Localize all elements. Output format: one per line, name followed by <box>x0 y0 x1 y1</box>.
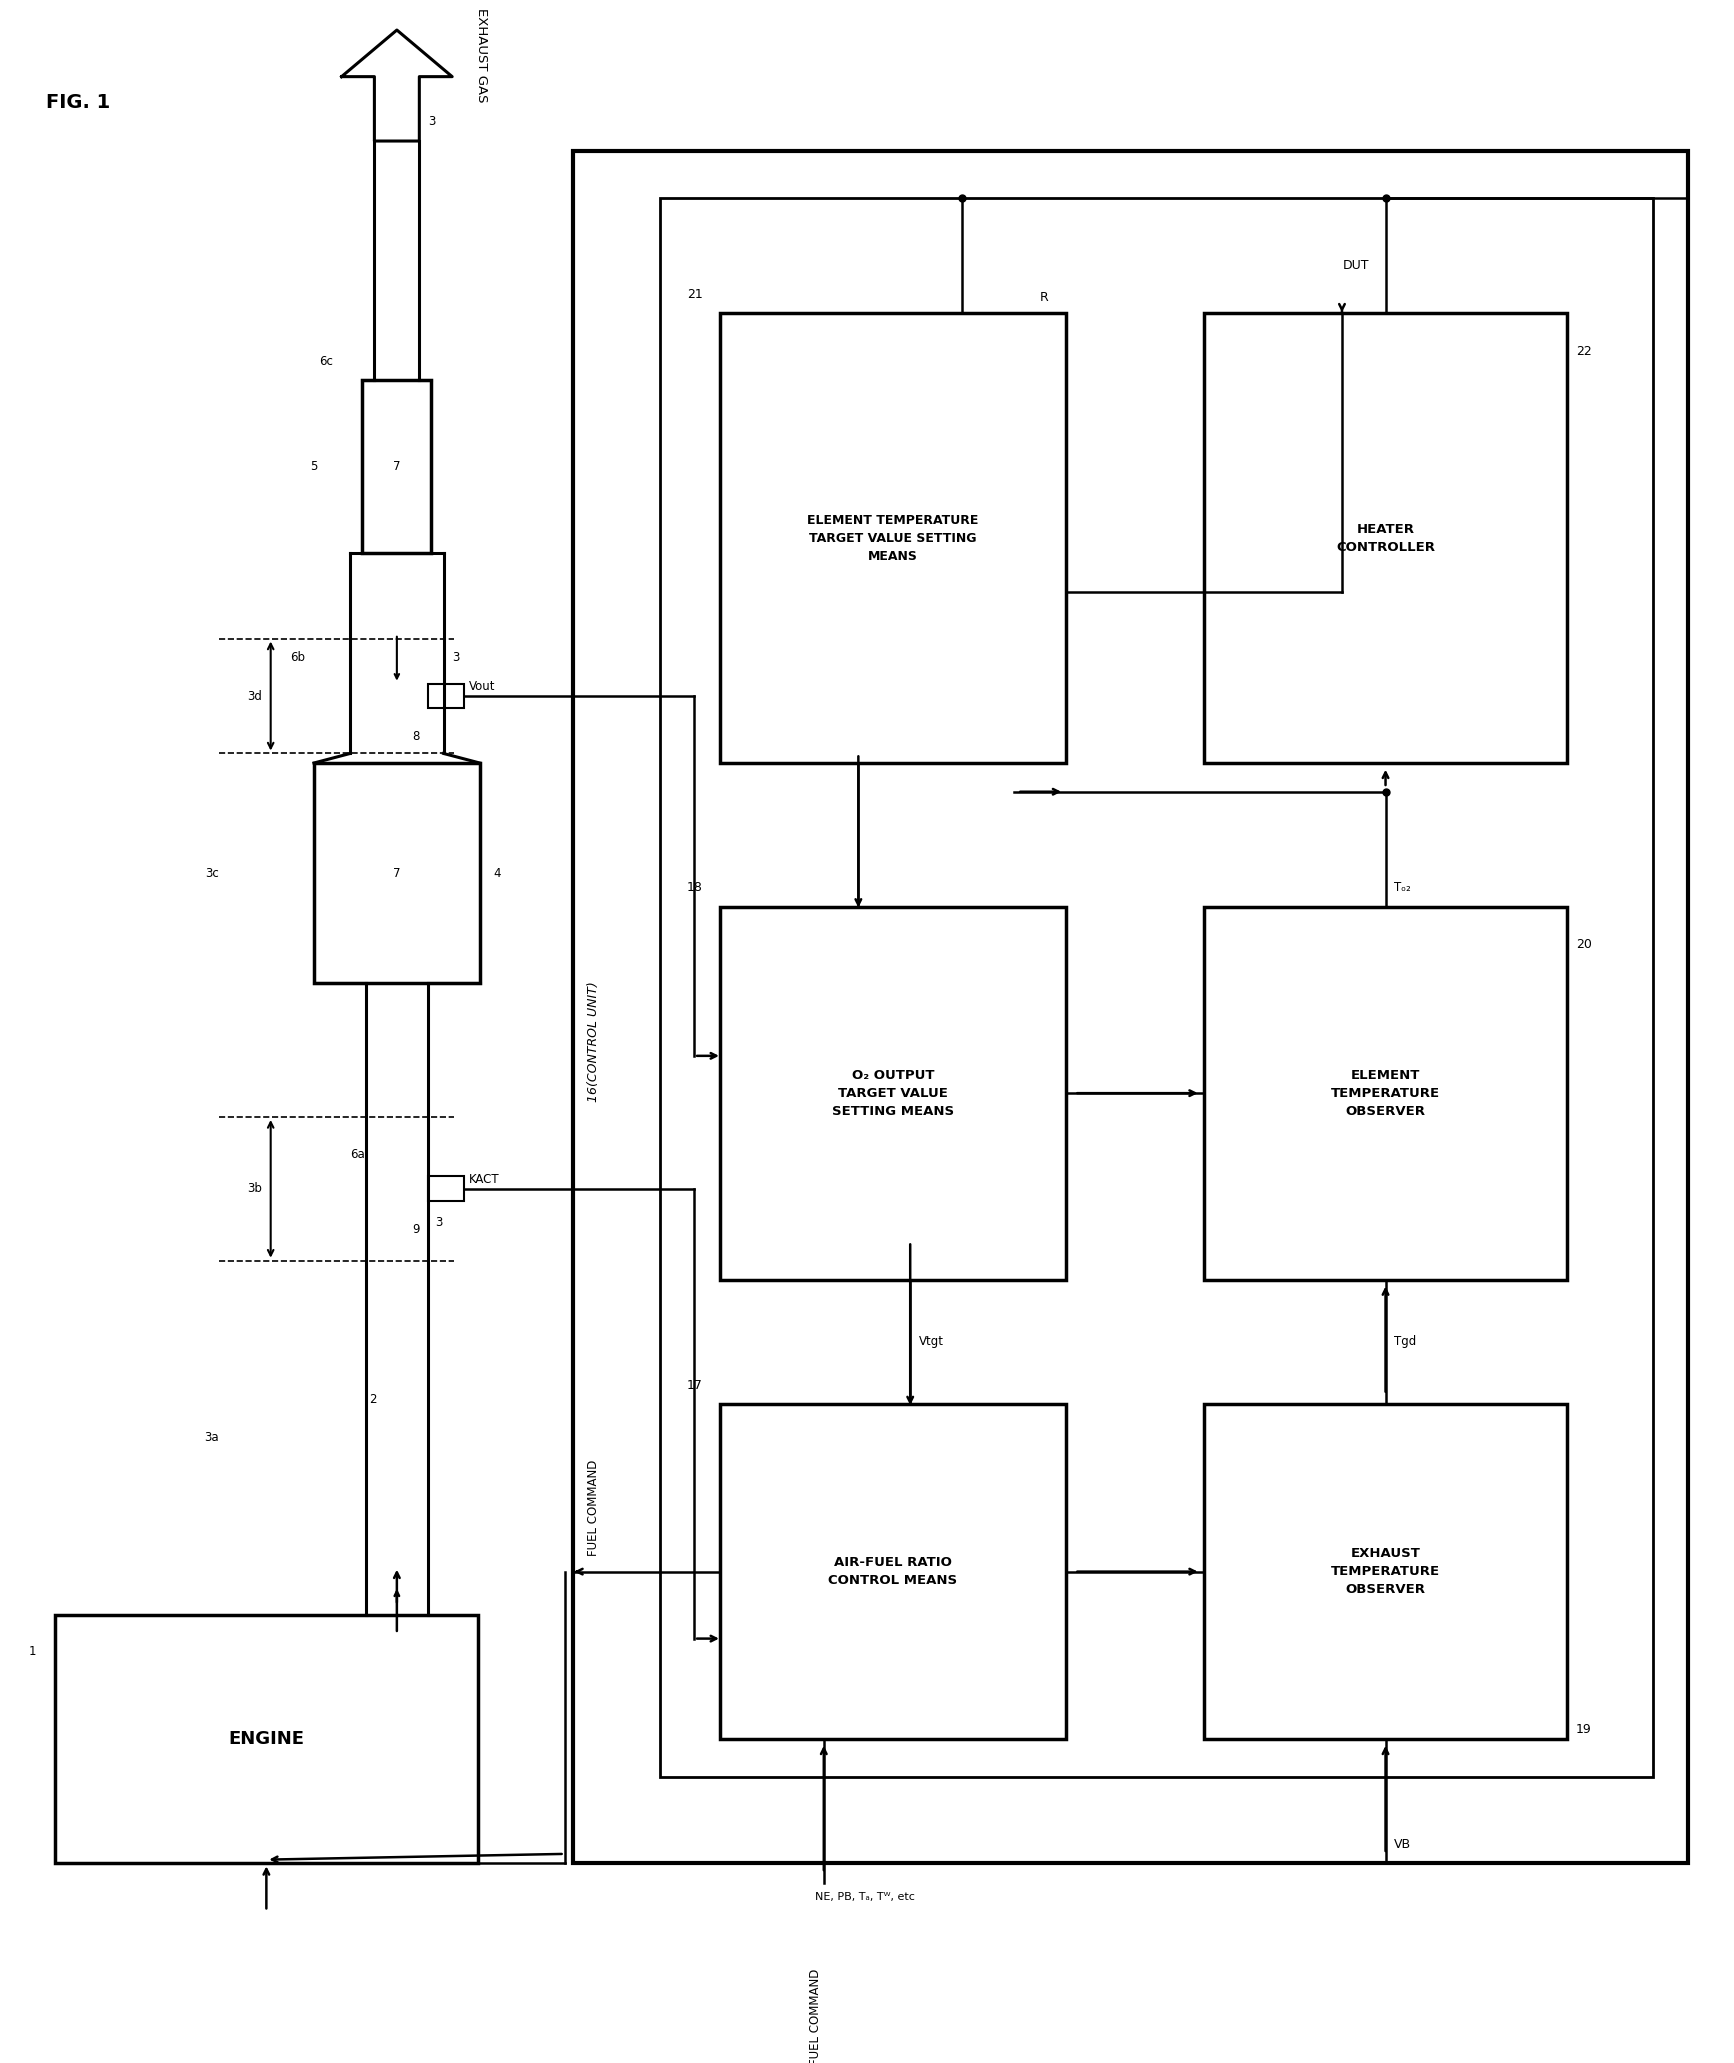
Text: NE, PB, Tₐ, Tᵂ, etc: NE, PB, Tₐ, Tᵂ, etc <box>815 1892 916 1902</box>
Text: 17: 17 <box>687 1378 702 1393</box>
Text: ELEMENT TEMPERATURE
TARGET VALUE SETTING
MEANS: ELEMENT TEMPERATURE TARGET VALUE SETTING… <box>808 514 978 563</box>
Bar <box>314 763 480 984</box>
Text: 6a: 6a <box>350 1147 364 1161</box>
Text: 4: 4 <box>494 866 501 879</box>
Text: 16(CONTROL UNIT): 16(CONTROL UNIT) <box>588 980 600 1102</box>
Text: 7: 7 <box>394 866 401 879</box>
Bar <box>1203 314 1568 763</box>
Polygon shape <box>342 31 453 140</box>
Text: R: R <box>1040 291 1049 305</box>
Text: Tgd: Tgd <box>1394 1335 1417 1349</box>
Text: VB: VB <box>1394 1838 1411 1851</box>
Bar <box>574 151 1687 1863</box>
Text: 6b: 6b <box>290 652 305 664</box>
Text: 9: 9 <box>413 1223 420 1236</box>
Text: KACT: KACT <box>468 1172 499 1186</box>
Text: Vtgt: Vtgt <box>919 1335 943 1349</box>
Text: 3c: 3c <box>205 866 218 879</box>
Text: 3: 3 <box>453 652 460 664</box>
Text: EXHAUST GAS: EXHAUST GAS <box>475 8 487 103</box>
Text: 21: 21 <box>687 287 702 301</box>
Text: O₂ OUTPUT
TARGET VALUE
SETTING MEANS: O₂ OUTPUT TARGET VALUE SETTING MEANS <box>832 1069 954 1118</box>
Text: 18: 18 <box>687 881 702 893</box>
Bar <box>362 380 432 553</box>
Text: 3d: 3d <box>248 689 262 703</box>
Text: Vout: Vout <box>468 681 494 693</box>
Text: 3a: 3a <box>205 1432 218 1444</box>
Text: FIG. 1: FIG. 1 <box>47 93 111 111</box>
Text: DUT: DUT <box>1342 260 1368 272</box>
Text: 3: 3 <box>435 1215 442 1230</box>
Text: HEATER
CONTROLLER: HEATER CONTROLLER <box>1335 522 1436 553</box>
Text: 7: 7 <box>394 460 401 472</box>
Text: EXHAUST
TEMPERATURE
OBSERVER: EXHAUST TEMPERATURE OBSERVER <box>1332 1547 1441 1597</box>
Bar <box>1203 906 1568 1279</box>
Text: 8: 8 <box>413 730 420 743</box>
Bar <box>1203 1405 1568 1739</box>
Bar <box>659 198 1654 1778</box>
Text: 20: 20 <box>1576 939 1592 951</box>
Text: FUEL COMMAND: FUEL COMMAND <box>588 1461 600 1556</box>
Bar <box>720 314 1066 763</box>
Text: 6c: 6c <box>319 355 333 367</box>
Text: 2: 2 <box>369 1393 376 1405</box>
Text: Tₒ₂: Tₒ₂ <box>1394 881 1411 893</box>
Text: ENGINE: ENGINE <box>229 1731 305 1747</box>
Text: 1: 1 <box>29 1646 36 1659</box>
Bar <box>428 683 465 708</box>
Bar <box>428 1176 465 1201</box>
Text: 19: 19 <box>1576 1723 1592 1735</box>
Text: 5: 5 <box>310 460 317 472</box>
Text: FUEL COMMAND: FUEL COMMAND <box>808 1968 822 2063</box>
Text: 22: 22 <box>1576 345 1592 359</box>
Text: 3b: 3b <box>248 1182 262 1194</box>
Bar <box>720 906 1066 1279</box>
Bar <box>720 1405 1066 1739</box>
Text: AIR-FUEL RATIO
CONTROL MEANS: AIR-FUEL RATIO CONTROL MEANS <box>829 1556 957 1586</box>
Text: ELEMENT
TEMPERATURE
OBSERVER: ELEMENT TEMPERATURE OBSERVER <box>1332 1069 1441 1118</box>
Text: 3: 3 <box>428 116 435 128</box>
Bar <box>55 1615 479 1863</box>
